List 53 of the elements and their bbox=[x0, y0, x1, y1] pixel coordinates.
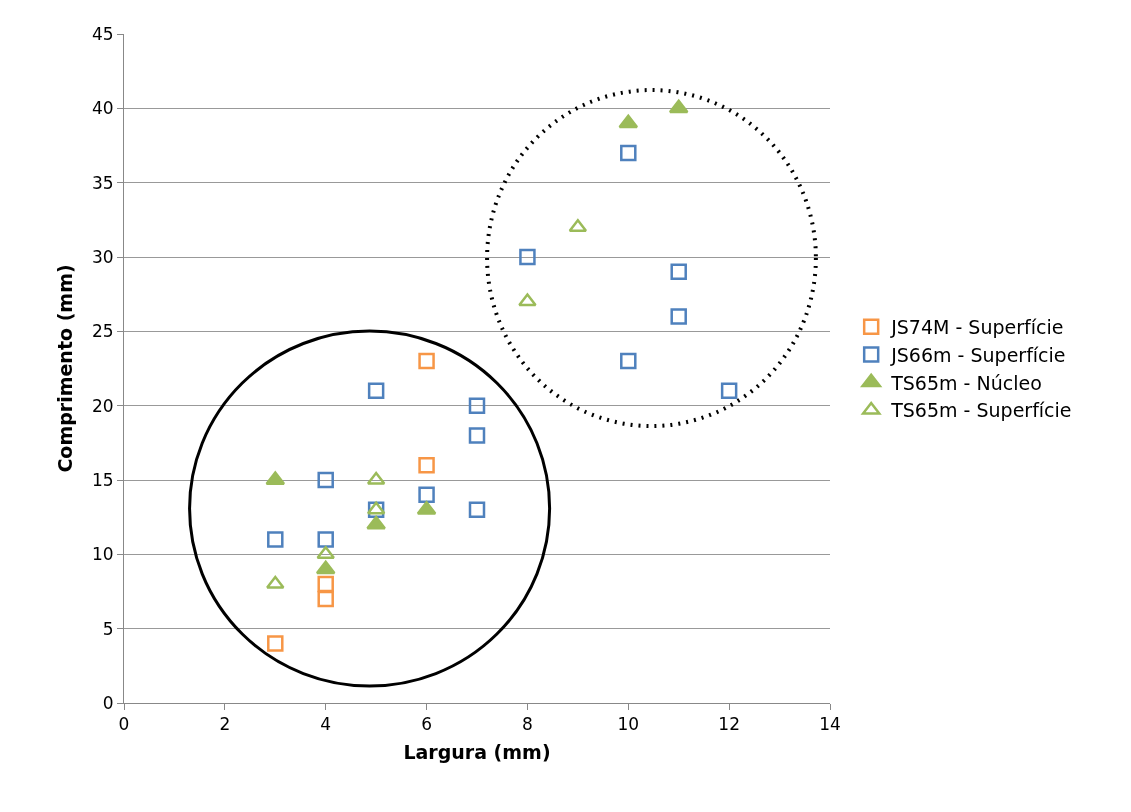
x-tick-label: 14 bbox=[819, 714, 841, 735]
point bbox=[618, 114, 639, 129]
point bbox=[367, 382, 385, 400]
point bbox=[317, 575, 334, 593]
point bbox=[418, 456, 435, 474]
x-tick-label: 10 bbox=[617, 714, 640, 735]
x-tick-label: 6 bbox=[421, 714, 432, 735]
y-tick-label: 0 bbox=[102, 692, 114, 713]
legend-label: JS74M - Superfície bbox=[890, 316, 1064, 339]
point bbox=[468, 501, 486, 518]
point bbox=[267, 635, 284, 652]
y-tick-label: 5 bbox=[102, 618, 114, 639]
legend-label: JS66m - Superfície bbox=[890, 343, 1066, 366]
point bbox=[568, 219, 588, 233]
x-axis-title: Largura (mm) bbox=[403, 741, 551, 764]
point bbox=[670, 308, 687, 325]
point bbox=[416, 500, 437, 515]
point bbox=[317, 531, 334, 548]
point bbox=[418, 352, 435, 370]
point bbox=[468, 397, 486, 414]
point bbox=[267, 531, 284, 548]
point bbox=[316, 546, 336, 560]
point bbox=[670, 263, 687, 281]
point bbox=[418, 486, 435, 504]
point bbox=[317, 471, 334, 489]
legend-label: TS65m - Superfície bbox=[890, 399, 1072, 422]
point bbox=[265, 575, 285, 589]
y-tick-label: 45 bbox=[91, 23, 114, 44]
y-tick-label: 15 bbox=[91, 469, 114, 490]
y-tick-label: 20 bbox=[91, 395, 114, 416]
point bbox=[518, 293, 537, 307]
point bbox=[720, 382, 738, 400]
point bbox=[668, 99, 689, 114]
point bbox=[366, 471, 386, 485]
y-tick-label: 10 bbox=[91, 544, 114, 565]
point bbox=[366, 515, 387, 530]
legend-label: TS65m - Núcleo bbox=[890, 371, 1042, 394]
y-tick-label: 40 bbox=[91, 98, 114, 119]
point bbox=[620, 144, 637, 162]
y-tick-label: 35 bbox=[91, 172, 114, 193]
x-tick-label: 4 bbox=[320, 714, 332, 735]
x-tick-label: 12 bbox=[718, 714, 740, 735]
y-tick-label: 25 bbox=[91, 321, 114, 342]
point bbox=[468, 427, 486, 444]
point bbox=[317, 590, 334, 608]
point bbox=[519, 248, 536, 266]
point bbox=[620, 352, 637, 370]
y-axis-title: Comprimento (mm) bbox=[53, 264, 76, 473]
y-tick-label: 30 bbox=[91, 246, 114, 267]
point bbox=[315, 560, 336, 575]
x-tick-label: 2 bbox=[219, 714, 231, 735]
x-tick-label: 0 bbox=[118, 714, 130, 735]
x-tick-label: 8 bbox=[522, 714, 533, 735]
